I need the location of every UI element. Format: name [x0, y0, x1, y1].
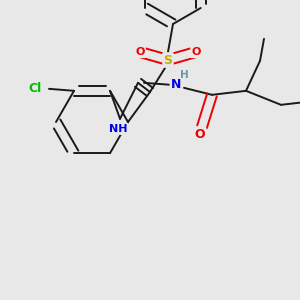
Text: Cl: Cl	[29, 82, 42, 95]
Text: O: O	[135, 47, 145, 57]
Text: O: O	[195, 128, 205, 141]
Text: NH: NH	[109, 124, 127, 134]
Text: O: O	[191, 47, 201, 57]
Text: H: H	[180, 70, 188, 80]
Text: N: N	[171, 78, 181, 91]
Text: S: S	[164, 53, 172, 67]
